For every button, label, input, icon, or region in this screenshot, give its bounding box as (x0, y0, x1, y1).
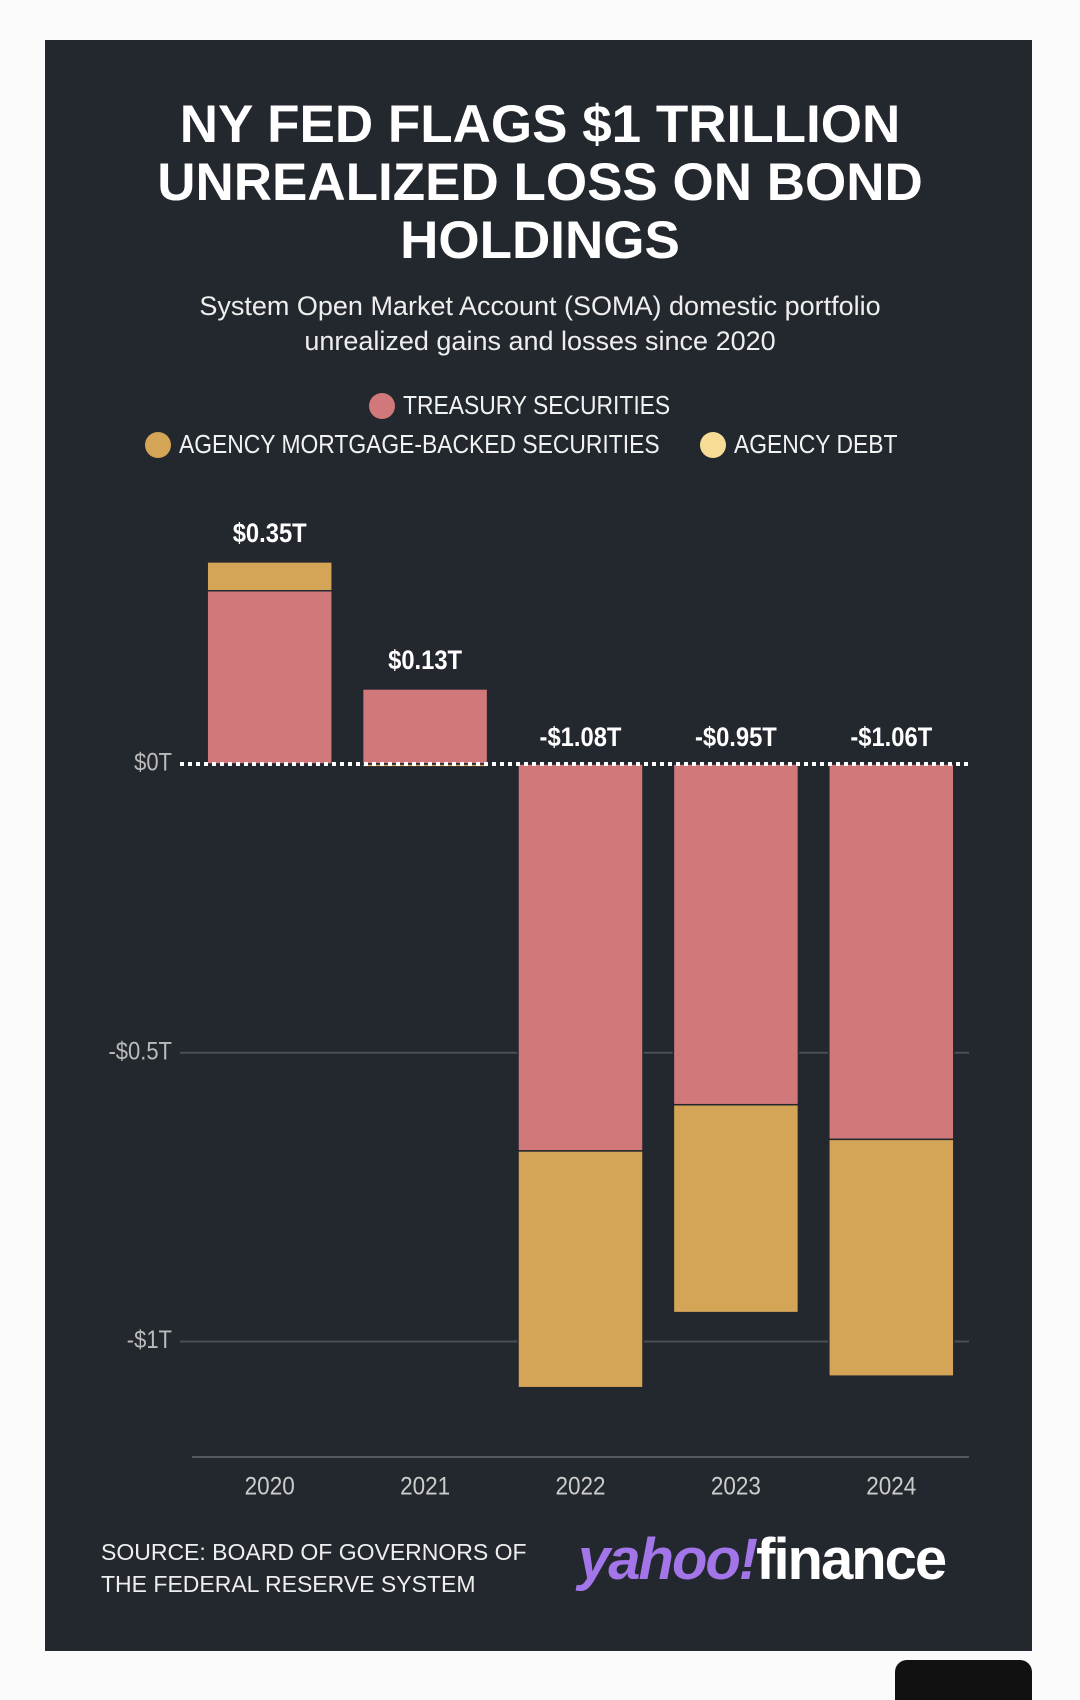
logo: yahoo!finance (578, 1526, 947, 1593)
chart-subtitle: System Open Market Account (SOMA) domest… (199, 291, 881, 356)
bar-segment (828, 763, 955, 1141)
x-tick-label: 2022 (555, 1473, 605, 1501)
logo-section: finance (756, 1527, 947, 1592)
x-tick-label: 2020 (245, 1473, 295, 1501)
legend-swatch (700, 432, 726, 458)
total-label: $0.35T (233, 519, 307, 549)
x-tick-label: 2021 (400, 1473, 450, 1501)
y-tick-label: $0T (134, 748, 172, 776)
source-note: SOURCE: BOARD OF GOVERNORS OF THE FEDERA… (101, 1539, 527, 1597)
total-label: -$1.06T (850, 723, 932, 753)
legend-label: TREASURY SECURITIES (403, 392, 670, 421)
total-label: -$1.08T (540, 723, 622, 753)
total-label: $0.13T (388, 646, 462, 676)
chart-title: NY FED FLAGS $1 TRILLION UNREALIZED LOSS… (157, 95, 923, 270)
bar-segment (361, 688, 489, 765)
bar-segment (517, 763, 644, 1152)
bar-segment (828, 1138, 955, 1377)
bar-segment (672, 1103, 800, 1314)
legend-label: AGENCY MORTGAGE-BACKED SECURITIES (179, 431, 660, 460)
bar-segment (672, 763, 800, 1106)
y-tick-label: -$0.5T (108, 1037, 172, 1065)
legend-swatch (145, 432, 171, 458)
bar-segment (206, 590, 333, 765)
y-tick-label: -$1T (127, 1326, 172, 1354)
x-tick-label: 2023 (711, 1473, 761, 1501)
x-tick-label: 2024 (866, 1473, 916, 1501)
phone-ui-button (895, 1660, 1032, 1700)
logo-brand: yahoo! (578, 1527, 758, 1592)
total-label: -$0.95T (695, 723, 777, 753)
bar-segment (206, 561, 333, 592)
bar-segment (517, 1150, 644, 1389)
legend-swatch (369, 393, 395, 419)
legend-label: AGENCY DEBT (734, 431, 897, 460)
